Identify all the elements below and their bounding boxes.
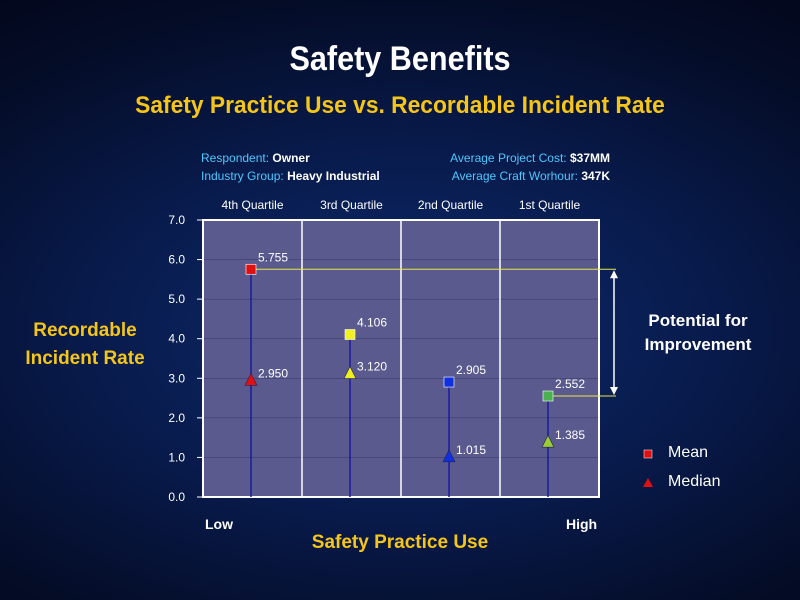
median-value-label: 1.015 — [456, 443, 486, 457]
y-axis-label-line2: Incident Rate — [25, 348, 145, 369]
legend-mean-label: Mean — [668, 444, 709, 461]
improvement-arrow-head-up — [610, 270, 618, 279]
median-marker — [541, 434, 555, 448]
cost-value: $37MM — [569, 151, 610, 165]
category-label: 2nd Quartile — [418, 198, 484, 212]
median-value-label: 1.385 — [555, 428, 585, 442]
mean-marker — [344, 329, 356, 340]
improvement-arrow-head-down — [610, 387, 618, 396]
workhour-value: 347K — [581, 169, 610, 183]
category-label: 3rd Quartile — [320, 198, 383, 212]
legend-square-icon — [643, 449, 653, 459]
industry-info: Industry Group: Heavy Industrial — [201, 169, 380, 183]
potential-annotation: Potential for Improvement — [628, 309, 768, 357]
mean-marker — [542, 390, 554, 402]
industry-value: Heavy Industrial — [287, 169, 380, 183]
respondent-value: Owner — [272, 151, 310, 165]
mean-value-label: 4.106 — [357, 316, 387, 330]
cost-label: Average Project Cost: — [450, 151, 567, 165]
median-marker — [244, 372, 258, 386]
median-value-label: 3.120 — [357, 360, 387, 374]
y-tick-label: 5.0 — [168, 292, 185, 306]
cost-info: Average Project Cost: $37MM — [450, 151, 610, 165]
mean-value-label: 5.755 — [258, 250, 288, 264]
potential-annotation-line1: Potential for — [648, 311, 748, 330]
mean-marker — [443, 376, 455, 388]
legend-triangle-icon — [643, 478, 653, 487]
mean-marker — [245, 263, 257, 275]
respondent-info: Respondent: Owner — [201, 151, 310, 165]
y-tick-label: 3.0 — [168, 371, 185, 385]
mean-value-label: 2.552 — [555, 377, 585, 391]
y-tick-label: 4.0 — [168, 332, 185, 346]
slide-title: Safety Benefits — [289, 40, 511, 78]
category-label: 1st Quartile — [519, 198, 581, 212]
y-tick-label: 1.0 — [168, 450, 185, 464]
workhour-label: Average Craft Worhour: — [451, 169, 578, 183]
workhour-info: Average Craft Worhour: 347K — [452, 169, 610, 183]
x-axis-high-label: High — [566, 516, 598, 532]
x-axis-low-label: Low — [205, 516, 233, 532]
y-axis-label-line1: Recordable — [33, 320, 137, 341]
slide-subtitle: Safety Practice Use vs. Recordable Incid… — [135, 92, 665, 119]
mean-value-label: 2.905 — [456, 363, 486, 377]
median-marker — [343, 365, 357, 379]
y-tick-label: 6.0 — [168, 253, 185, 267]
y-axis-label: Recordable Incident Rate — [10, 317, 160, 373]
y-tick-label: 2.0 — [168, 411, 185, 425]
y-tick-label: 0.0 — [168, 490, 185, 504]
legend-median-label: Median — [668, 473, 721, 490]
x-axis-label: Safety Practice Use — [311, 532, 489, 553]
industry-label: Industry Group: — [201, 169, 284, 183]
respondent-label: Respondent: — [201, 151, 270, 165]
y-tick-label: 7.0 — [168, 213, 185, 227]
category-label: 4th Quartile — [221, 198, 283, 212]
plot-frame — [202, 219, 600, 498]
median-marker — [442, 449, 456, 463]
potential-annotation-line2: Improvement — [644, 335, 752, 354]
median-value-label: 2.950 — [258, 366, 288, 380]
